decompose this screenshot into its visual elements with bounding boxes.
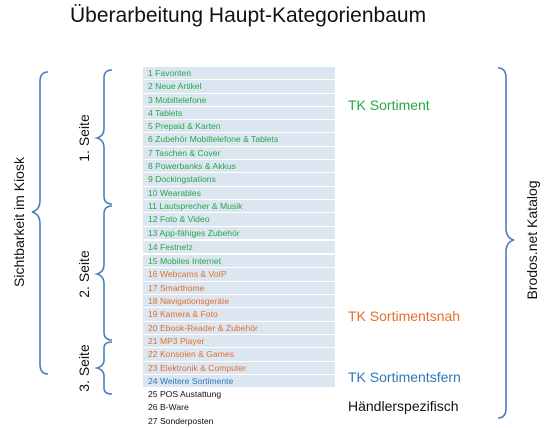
- category-item: 13 App-fähiges Zubehör: [143, 226, 335, 240]
- category-item: 11 Lautsprecher & Musik: [143, 199, 335, 214]
- category-item: 8 Powerbanks & Akkus: [143, 160, 335, 174]
- category-item: 1 Favoriten: [143, 67, 335, 81]
- category-item: 14 Festnetz: [143, 239, 335, 255]
- group-label-sortimentsnah: TK Sortimentsnah: [348, 308, 461, 324]
- left-kiosk-brace: [31, 71, 49, 375]
- category-item: 16 Webcams & VoIP: [143, 268, 335, 282]
- category-item: 10 Wearables: [143, 186, 335, 200]
- page-2-brace: [94, 205, 113, 341]
- page-3-label: 3. Seite: [76, 344, 92, 392]
- page-1-brace: [94, 69, 113, 205]
- group-label-haendler: Händlerspezifisch: [348, 398, 459, 414]
- right-catalog-label: Brodos.net Katalog: [524, 180, 540, 300]
- category-item: 5 Prepaid & Karten: [143, 120, 335, 134]
- category-item: 18 Navigationsgeräte: [143, 295, 335, 309]
- category-item: 2 Neue Artikel: [143, 80, 335, 94]
- category-item: 6 Zubehör Mobiltelefone & Tablets: [143, 133, 335, 147]
- page-2-label: 2. Seite: [76, 250, 92, 298]
- category-item: 27 Sonderposten: [143, 414, 335, 428]
- category-item: 25 POS Austattung: [143, 388, 335, 402]
- category-item: 23 Elektronik & Computer: [143, 361, 335, 375]
- category-item: 26 B-Ware: [143, 401, 335, 415]
- page-1-label: 1. Seite: [76, 114, 92, 162]
- diagram-title: Überarbeitung Haupt-Kategorienbaum: [70, 4, 427, 27]
- category-item: 17 Smarthome: [143, 281, 335, 296]
- category-item: 21 MP3 Player: [143, 334, 335, 349]
- category-item: 9 Dockingstations: [143, 173, 335, 187]
- group-label-sortimentsfern: TK Sortimentsfern: [348, 369, 461, 385]
- category-item: 22 Konsolen & Games: [143, 348, 335, 362]
- page-3-brace: [94, 341, 113, 395]
- category-item: 15 Mobiles Internet: [143, 254, 335, 269]
- left-kiosk-label: Sichtbarkeit im Kiosk: [11, 157, 27, 287]
- category-item: 12 Foto & Video: [143, 213, 335, 227]
- category-item: 20 Ebook-Reader & Zubehör: [143, 321, 335, 335]
- category-item: 19 Kamera & Foto: [143, 308, 335, 322]
- category-item: 24 Weitere Sortimente: [143, 374, 335, 389]
- category-item: 7 Taschen & Cover: [143, 146, 335, 161]
- right-catalog-brace: [497, 67, 515, 419]
- group-label-sortiment: TK Sortiment: [348, 97, 430, 113]
- category-list: 1 Favoriten 2 Neue Artikel 3 Mobiltelefone…: [143, 67, 335, 428]
- category-item: 3 Mobiltelefone: [143, 93, 335, 107]
- category-item: 4 Tablets: [143, 106, 335, 121]
